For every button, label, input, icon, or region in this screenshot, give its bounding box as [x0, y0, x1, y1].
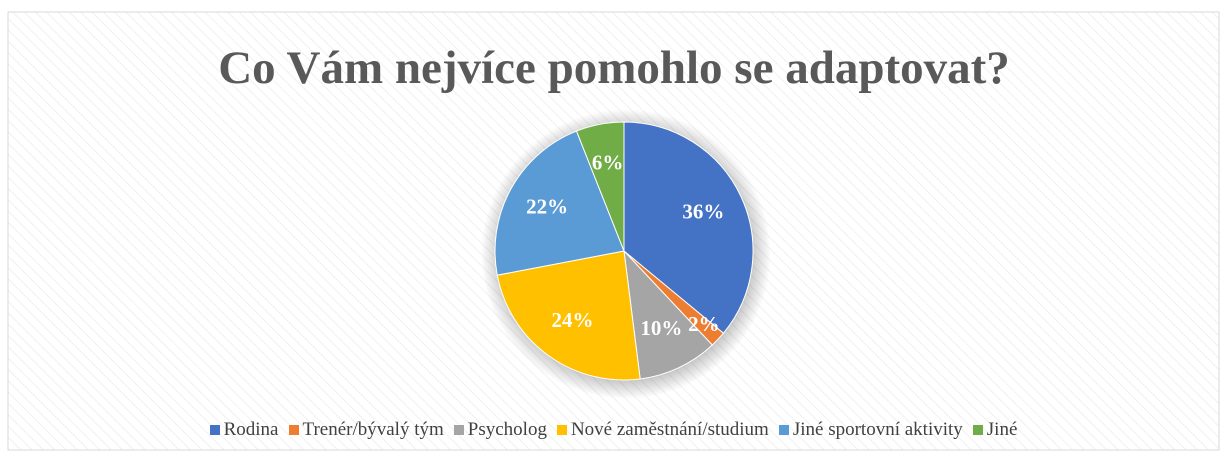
- legend-label: Jiné: [986, 419, 1018, 440]
- chart-title: Co Vám nejvíce pomohlo se adaptovat?: [218, 42, 1010, 94]
- legend-label: Psycholog: [467, 419, 547, 440]
- pie-slice: [623, 249, 714, 380]
- pie-slice: [494, 130, 625, 276]
- legend-item: Jiné sportovní aktivity: [778, 419, 963, 441]
- legend-label: Nové zaměstnání/studium: [570, 419, 769, 440]
- data-label: 22%: [526, 195, 568, 219]
- data-label: 24%: [551, 308, 593, 332]
- pie-slice: [496, 250, 641, 381]
- data-label: 2%: [688, 312, 720, 336]
- legend-swatch: [556, 425, 567, 435]
- legend-swatch: [778, 425, 789, 435]
- legend-item: Nové zaměstnání/studium: [556, 419, 769, 441]
- data-label: 36%: [682, 199, 724, 223]
- legend-item: Rodina: [209, 419, 279, 441]
- data-label: 6%: [592, 151, 624, 175]
- pie-slice: [623, 121, 754, 334]
- legend-label: Rodina: [223, 419, 279, 440]
- legend-swatch: [288, 425, 299, 435]
- pie-slice: [575, 121, 625, 252]
- legend-item: Psycholog: [453, 419, 547, 441]
- legend-swatch: [453, 425, 464, 435]
- data-label: 10%: [640, 316, 682, 340]
- legend-item: Jiné: [972, 419, 1018, 441]
- legend: Rodina Trenér/bývalý tým Psycholog Nové zam…: [8, 419, 1219, 441]
- legend-label: Jiné sportovní aktivity: [792, 419, 963, 440]
- legend-swatch: [972, 425, 983, 435]
- legend-label: Trenér/bývalý tým: [302, 419, 444, 440]
- legend-swatch: [209, 425, 220, 435]
- legend-item: Trenér/bývalý tým: [288, 419, 444, 441]
